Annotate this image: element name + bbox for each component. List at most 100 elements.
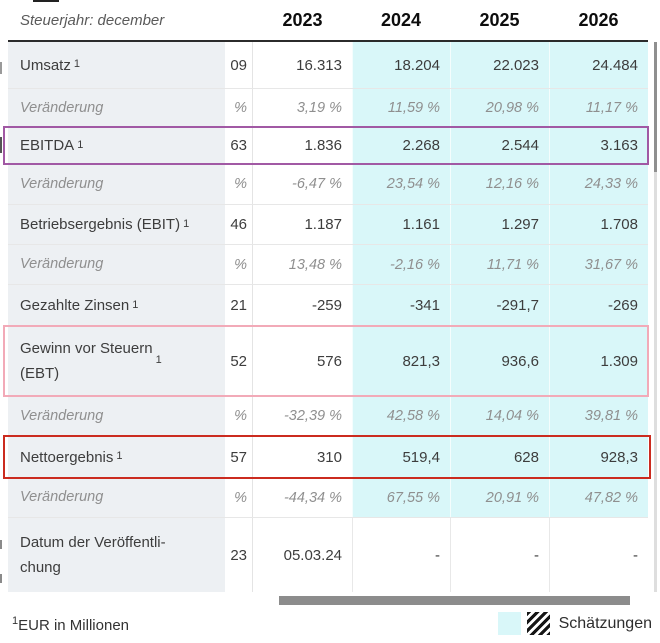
cell-2025: 2.544 [450,128,549,163]
cropped-edge-fragment [0,62,2,74]
table-header: Steuerjahr: december 2023 2024 2025 2026 [8,0,648,40]
cell-hidden-col: 57 [225,437,253,477]
row-ebit: Betriebsergebnis (EBIT) 1 46 1.187 1.161 … [8,205,648,245]
cell-hidden-col: 23 [225,518,253,592]
cell-2023: 13,48 % [288,256,342,273]
cell-2026: -269 [549,285,648,326]
cell-hidden-col: % [225,396,253,436]
cell-hidden-col: % [225,478,253,517]
cell-2024: -2,16 % [352,245,450,284]
row-label: Nettoergebnis 1 [8,437,225,477]
cell-2025: 11,71 % [450,245,549,284]
footnote-marker: 1 [12,615,19,627]
cell-2026: 3.163 [549,128,648,163]
cell-2026: 11,17 % [549,89,648,127]
row-veraenderung-umsatz: Veränderung % 3,19 % 11,59 % 20,98 % 11,… [8,89,648,128]
cell-hidden-col: 21 [225,285,253,326]
row-ebt: Gewinn vor Steuern (EBT) 1 52 576 821,3 9… [8,327,648,396]
cell-2024: - [352,518,450,592]
cell-2025: - [450,518,549,592]
row-label: Umsatz 1 [8,42,225,88]
row-label: EBITDA 1 [8,128,225,163]
cell-2024: 2.268 [352,128,450,163]
cell-2025: 20,98 % [450,89,549,127]
row-label: Veränderung [8,245,225,284]
cell-2024: 23,54 % [352,164,450,204]
cell-hidden-col: 09 [225,42,253,88]
cell-2026: 31,67 % [549,245,648,284]
cell-2023: 576 [316,352,342,370]
year-header-2025: 2025 [479,9,520,30]
row-nettoergebnis: Nettoergebnis 1 57 310 519,4 628 928,3 [8,437,648,478]
row-label: Betriebsergebnis (EBIT) 1 [8,205,225,244]
row-label: Veränderung [8,478,225,517]
cell-2023: -44,34 % [283,489,342,506]
cell-2025: 628 [450,437,549,477]
cell-2024: -341 [352,285,450,326]
vertical-scrollbar-track[interactable] [654,42,657,592]
fiscal-year-caption: Steuerjahr: december [20,11,165,29]
row-label: Gewinn vor Steuern (EBT) 1 [8,327,225,395]
cell-hidden-col: 52 [225,327,253,395]
year-header-2026: 2026 [578,9,619,30]
row-ebitda: EBITDA 1 63 1.836 2.268 2.544 3.163 [8,128,648,164]
row-gezahlte-zinsen: Gezahlte Zinsen 1 21 -259 -341 -291,7 -26… [8,285,648,327]
row-label: Gezahlte Zinsen 1 [8,285,225,326]
row-veraenderung-netto: Veränderung % -44,34 % 67,55 % 20,91 % 4… [8,478,648,518]
cell-2024: 67,55 % [352,478,450,517]
row-label: Veränderung [8,89,225,127]
cell-2026: 928,3 [549,437,648,477]
cropped-edge-fragment [0,137,2,153]
year-header-2024: 2024 [380,9,422,30]
cell-2025: 936,6 [450,327,549,395]
cropped-edge-fragment [0,574,2,583]
cell-2024: 11,59 % [352,89,450,127]
cropped-edge-fragment [0,540,2,549]
cell-2025: -291,7 [450,285,549,326]
table-body: Umsatz 1 09 16.313 18.204 22.023 24.484 V… [8,42,648,592]
vertical-scrollbar-thumb[interactable] [654,42,657,172]
year-header-2023: 2023 [282,9,323,30]
cell-2024: 1.161 [352,205,450,244]
hatched-pattern-swatch [526,612,550,635]
cell-2024: 821,3 [352,327,450,395]
cell-2026: - [549,518,648,592]
cell-2023: 16.313 [296,56,342,74]
cell-2024: 18.204 [352,42,450,88]
cell-2026: 24,33 % [549,164,648,204]
cell-2026: 39,81 % [549,396,648,436]
cell-2024: 519,4 [352,437,450,477]
cell-2025: 1.297 [450,205,549,244]
cell-2025: 20,91 % [450,478,549,517]
cell-2024: 42,58 % [352,396,450,436]
row-label: Veränderung [8,164,225,204]
cell-2026: 47,82 % [549,478,648,517]
cell-2023: 1.187 [304,216,342,233]
row-veraenderung-ebit: Veränderung % 13,48 % -2,16 % 11,71 % 31… [8,245,648,285]
row-label: Veränderung [8,396,225,436]
cell-2026: 1.309 [549,327,648,395]
cell-2023: 05.03.24 [283,546,342,564]
row-veraenderung-ebitda: Veränderung % -6,47 % 23,54 % 12,16 % 24… [8,164,648,205]
footnote-eur-millions: 1EUR in Millionen [12,615,129,634]
cell-2023: -6,47 % [292,176,342,192]
row-veraenderung-ebt: Veränderung % -32,39 % 42,58 % 14,04 % 3… [8,396,648,437]
horizontal-scrollbar-thumb[interactable] [279,596,630,605]
cell-2026: 24.484 [549,42,648,88]
cell-2023: -32,39 % [283,408,342,424]
cell-2023: 3,19 % [296,100,342,116]
cell-2025: 14,04 % [450,396,549,436]
cell-2023: 1.836 [304,137,342,154]
cell-2023: -259 [311,297,342,314]
legend-label: Schätzungen [558,614,652,632]
cell-hidden-col: % [225,89,253,127]
cell-hidden-col: 46 [225,205,253,244]
row-umsatz: Umsatz 1 09 16.313 18.204 22.023 24.484 [8,42,648,89]
cell-2023: 310 [316,448,342,466]
cell-2025: 22.023 [450,42,549,88]
cell-2025: 12,16 % [450,164,549,204]
row-label: Datum der Veröffentli- chung [8,518,225,592]
cell-hidden-col: 63 [225,128,253,163]
cell-hidden-col: % [225,164,253,204]
